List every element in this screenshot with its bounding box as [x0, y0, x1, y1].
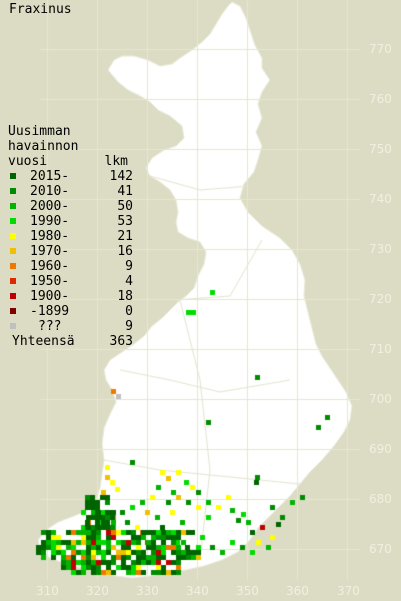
legend-item-2010: 2010- 41	[8, 184, 133, 199]
y-tick-label: 680	[369, 492, 392, 506]
x-tick-label: 320	[86, 584, 109, 598]
legend-swatch	[10, 203, 16, 209]
legend-total-count: 363	[109, 334, 133, 349]
legend-item-1980: 1980- 21	[8, 229, 133, 244]
y-tick-label: 770	[369, 42, 392, 56]
legend-swatch	[10, 188, 16, 194]
legend-swatch	[10, 308, 16, 314]
legend-item-1970: 1970- 16	[8, 244, 133, 259]
map-title: Fraxinus	[9, 2, 72, 17]
legend-swatch	[10, 218, 16, 224]
x-tick-label: 310	[36, 584, 59, 598]
legend-header-line1: Uusimman	[8, 124, 71, 139]
legend-swatch	[10, 293, 16, 299]
legend: Uusimman havainnon vuosi lkm 2015- 142 20…	[8, 124, 133, 349]
x-tick-label: 360	[286, 584, 309, 598]
legend-swatch	[10, 323, 16, 329]
y-tick-label: 700	[369, 392, 392, 406]
y-tick-label: 710	[369, 342, 392, 356]
y-tick-label: 730	[369, 242, 392, 256]
legend-header-count: lkm	[104, 154, 128, 169]
y-tick-label: 750	[369, 142, 392, 156]
legend-header-line2: havainnon	[8, 139, 79, 154]
legend-swatch	[10, 248, 16, 254]
y-tick-label: 720	[369, 292, 392, 306]
legend-header-year: vuosi	[8, 154, 48, 169]
y-tick-label: 690	[369, 442, 392, 456]
legend-swatch	[10, 278, 16, 284]
legend-item-unknown: ??? 9	[8, 319, 133, 334]
legend-item-2000: 2000- 50	[8, 199, 133, 214]
legend-item-1990: 1990- 53	[8, 214, 133, 229]
legend-total-label: Yhteensä	[12, 334, 75, 349]
legend-item-1950: 1950- 4	[8, 274, 133, 289]
x-tick-label: 330	[136, 584, 159, 598]
legend-item-1900: 1900- 18	[8, 289, 133, 304]
y-tick-label: 760	[369, 92, 392, 106]
legend-swatch	[10, 173, 16, 179]
legend-item-2015: 2015- 142	[8, 169, 133, 184]
x-tick-label: 340	[186, 584, 209, 598]
legend-item-1960: 1960- 9	[8, 259, 133, 274]
x-tick-label: 370	[337, 584, 360, 598]
y-tick-label: 740	[369, 192, 392, 206]
y-tick-label: 670	[369, 542, 392, 556]
legend-item-1899: -1899 0	[8, 304, 133, 319]
legend-total: Yhteensä 363	[8, 334, 133, 349]
legend-swatch	[10, 263, 16, 269]
x-tick-label: 350	[236, 584, 259, 598]
legend-swatch	[10, 233, 16, 239]
